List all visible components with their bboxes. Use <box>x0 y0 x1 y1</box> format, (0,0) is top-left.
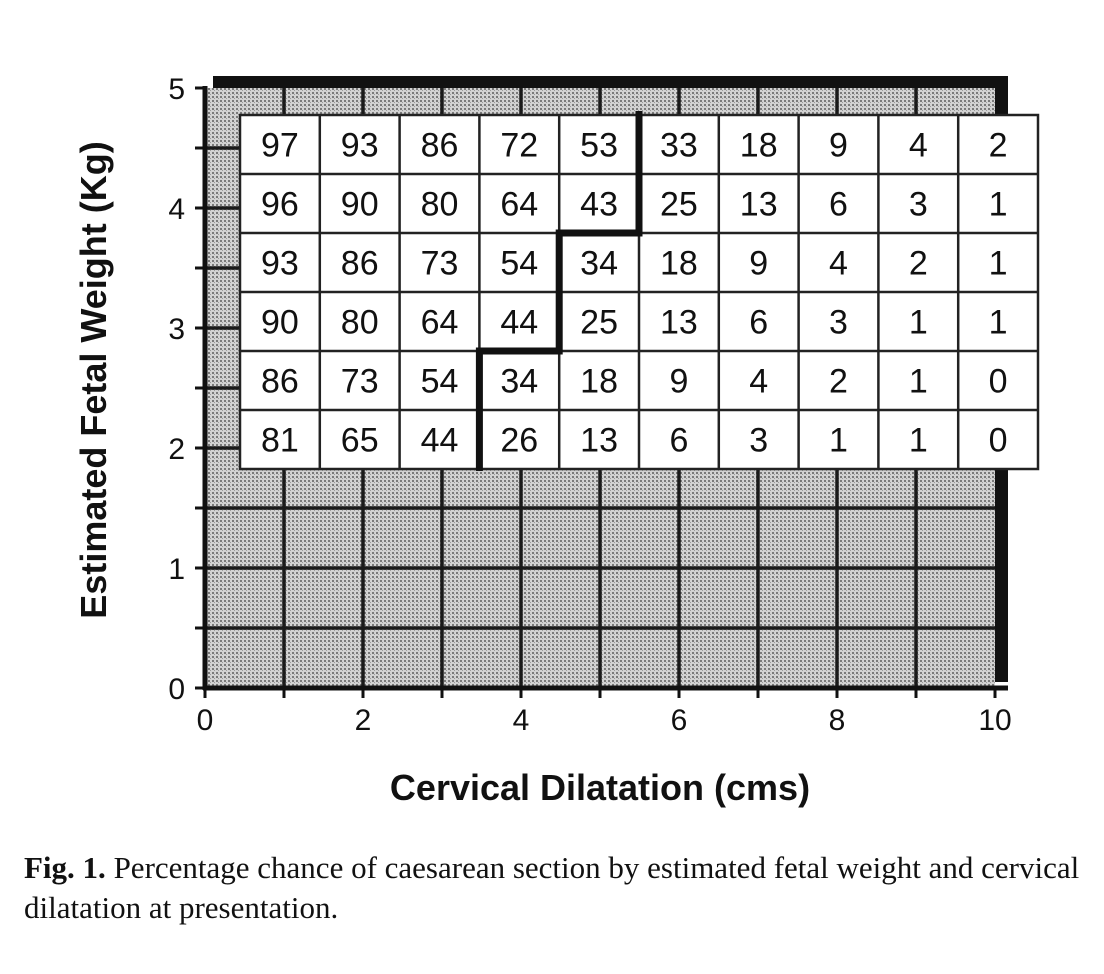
y-axis-title: Estimated Fetal Weight (Kg) <box>73 141 114 618</box>
table-cell: 4 <box>909 127 928 165</box>
table-cell: 1 <box>989 186 1008 224</box>
table-cell: 43 <box>580 186 618 224</box>
table-cell: 44 <box>421 422 459 460</box>
table-cell: 33 <box>660 127 698 165</box>
x-axis-title: Cervical Dilatation (cms) <box>390 767 810 808</box>
y-tick-label: 1 <box>168 553 185 586</box>
table-cell: 96 <box>261 186 299 224</box>
table-cell: 73 <box>341 363 379 401</box>
table-cell: 25 <box>660 186 698 224</box>
table-cell: 73 <box>421 245 459 283</box>
table-cell: 9 <box>749 245 768 283</box>
fifty-percent-boundary-line <box>475 111 643 471</box>
table-cell: 6 <box>749 304 768 342</box>
table-cell: 44 <box>500 304 538 342</box>
data-table: 97 93 86 72 53 33 18 9 4 296 90 80 64 43 25 13 6 3 193 86 73… <box>238 111 1040 471</box>
table-cell: 13 <box>580 422 618 460</box>
table-cell: 25 <box>580 304 618 342</box>
plot-shadow-top <box>213 76 1007 88</box>
table-cell: 86 <box>261 363 299 401</box>
table-cell: 9 <box>669 363 688 401</box>
table-cell: 1 <box>909 363 928 401</box>
x-tick-label: 4 <box>513 704 530 737</box>
table-cell: 1 <box>989 304 1008 342</box>
table-cell: 54 <box>421 363 459 401</box>
table-cell: 65 <box>341 422 379 460</box>
y-tick-label: 4 <box>168 193 185 226</box>
table-cell: 72 <box>500 127 538 165</box>
table-cell: 2 <box>829 363 848 401</box>
x-tick-label: 10 <box>978 704 1011 737</box>
table-cell: 1 <box>989 245 1008 283</box>
y-tick-label: 3 <box>168 313 185 346</box>
table-cell: 2 <box>989 127 1008 165</box>
table-cell: 54 <box>500 245 538 283</box>
caption-label: Fig. 1. <box>24 850 106 885</box>
table-cell: 97 <box>261 127 299 165</box>
table-cell: 53 <box>580 127 618 165</box>
table-cell: 9 <box>829 127 848 165</box>
table-cell: 3 <box>909 186 928 224</box>
y-tick-label: 0 <box>168 673 185 706</box>
table-cell: 26 <box>500 422 538 460</box>
table-cell: 6 <box>669 422 688 460</box>
table-cell: 81 <box>261 422 299 460</box>
table-cell: 6 <box>829 186 848 224</box>
table-cell: 93 <box>341 127 379 165</box>
table-cell: 64 <box>421 304 459 342</box>
table-cell: 4 <box>829 245 848 283</box>
table-cell: 80 <box>341 304 379 342</box>
table-cell: 18 <box>740 127 778 165</box>
figure-caption: Fig. 1. Percentage chance of caesarean s… <box>24 848 1094 928</box>
table-cell: 2 <box>909 245 928 283</box>
x-tick-label: 2 <box>355 704 372 737</box>
table-cell: 86 <box>341 245 379 283</box>
table-cell: 1 <box>909 304 928 342</box>
x-tick-label: 6 <box>671 704 688 737</box>
table-cell: 93 <box>261 245 299 283</box>
chart-figure: 0 2 4 6 8 10 0 1 2 3 4 5 Cervical Dilatation (cms) Es… <box>73 73 1040 808</box>
table-cell: 80 <box>421 186 459 224</box>
y-tick-label: 2 <box>168 433 185 466</box>
y-tick-label: 5 <box>168 73 185 106</box>
table-cell: 1 <box>829 422 848 460</box>
table-cell: 13 <box>660 304 698 342</box>
table-cell: 0 <box>989 363 1008 401</box>
caption-text: Percentage chance of caesarean section b… <box>24 850 1080 925</box>
table-cell: 1 <box>909 422 928 460</box>
table-cell: 64 <box>500 186 538 224</box>
table-cell: 18 <box>660 245 698 283</box>
table-cell: 3 <box>829 304 848 342</box>
table-cell: 0 <box>989 422 1008 460</box>
x-tick-label: 8 <box>829 704 846 737</box>
table-cell: 4 <box>749 363 768 401</box>
table-cell: 34 <box>580 245 618 283</box>
table-cell: 90 <box>261 304 299 342</box>
table-cell: 3 <box>749 422 768 460</box>
table-cell: 13 <box>740 186 778 224</box>
table-cell: 34 <box>500 363 538 401</box>
table-cell: 90 <box>341 186 379 224</box>
table-cell: 18 <box>580 363 618 401</box>
x-tick-label: 0 <box>197 704 214 737</box>
table-cell: 86 <box>421 127 459 165</box>
